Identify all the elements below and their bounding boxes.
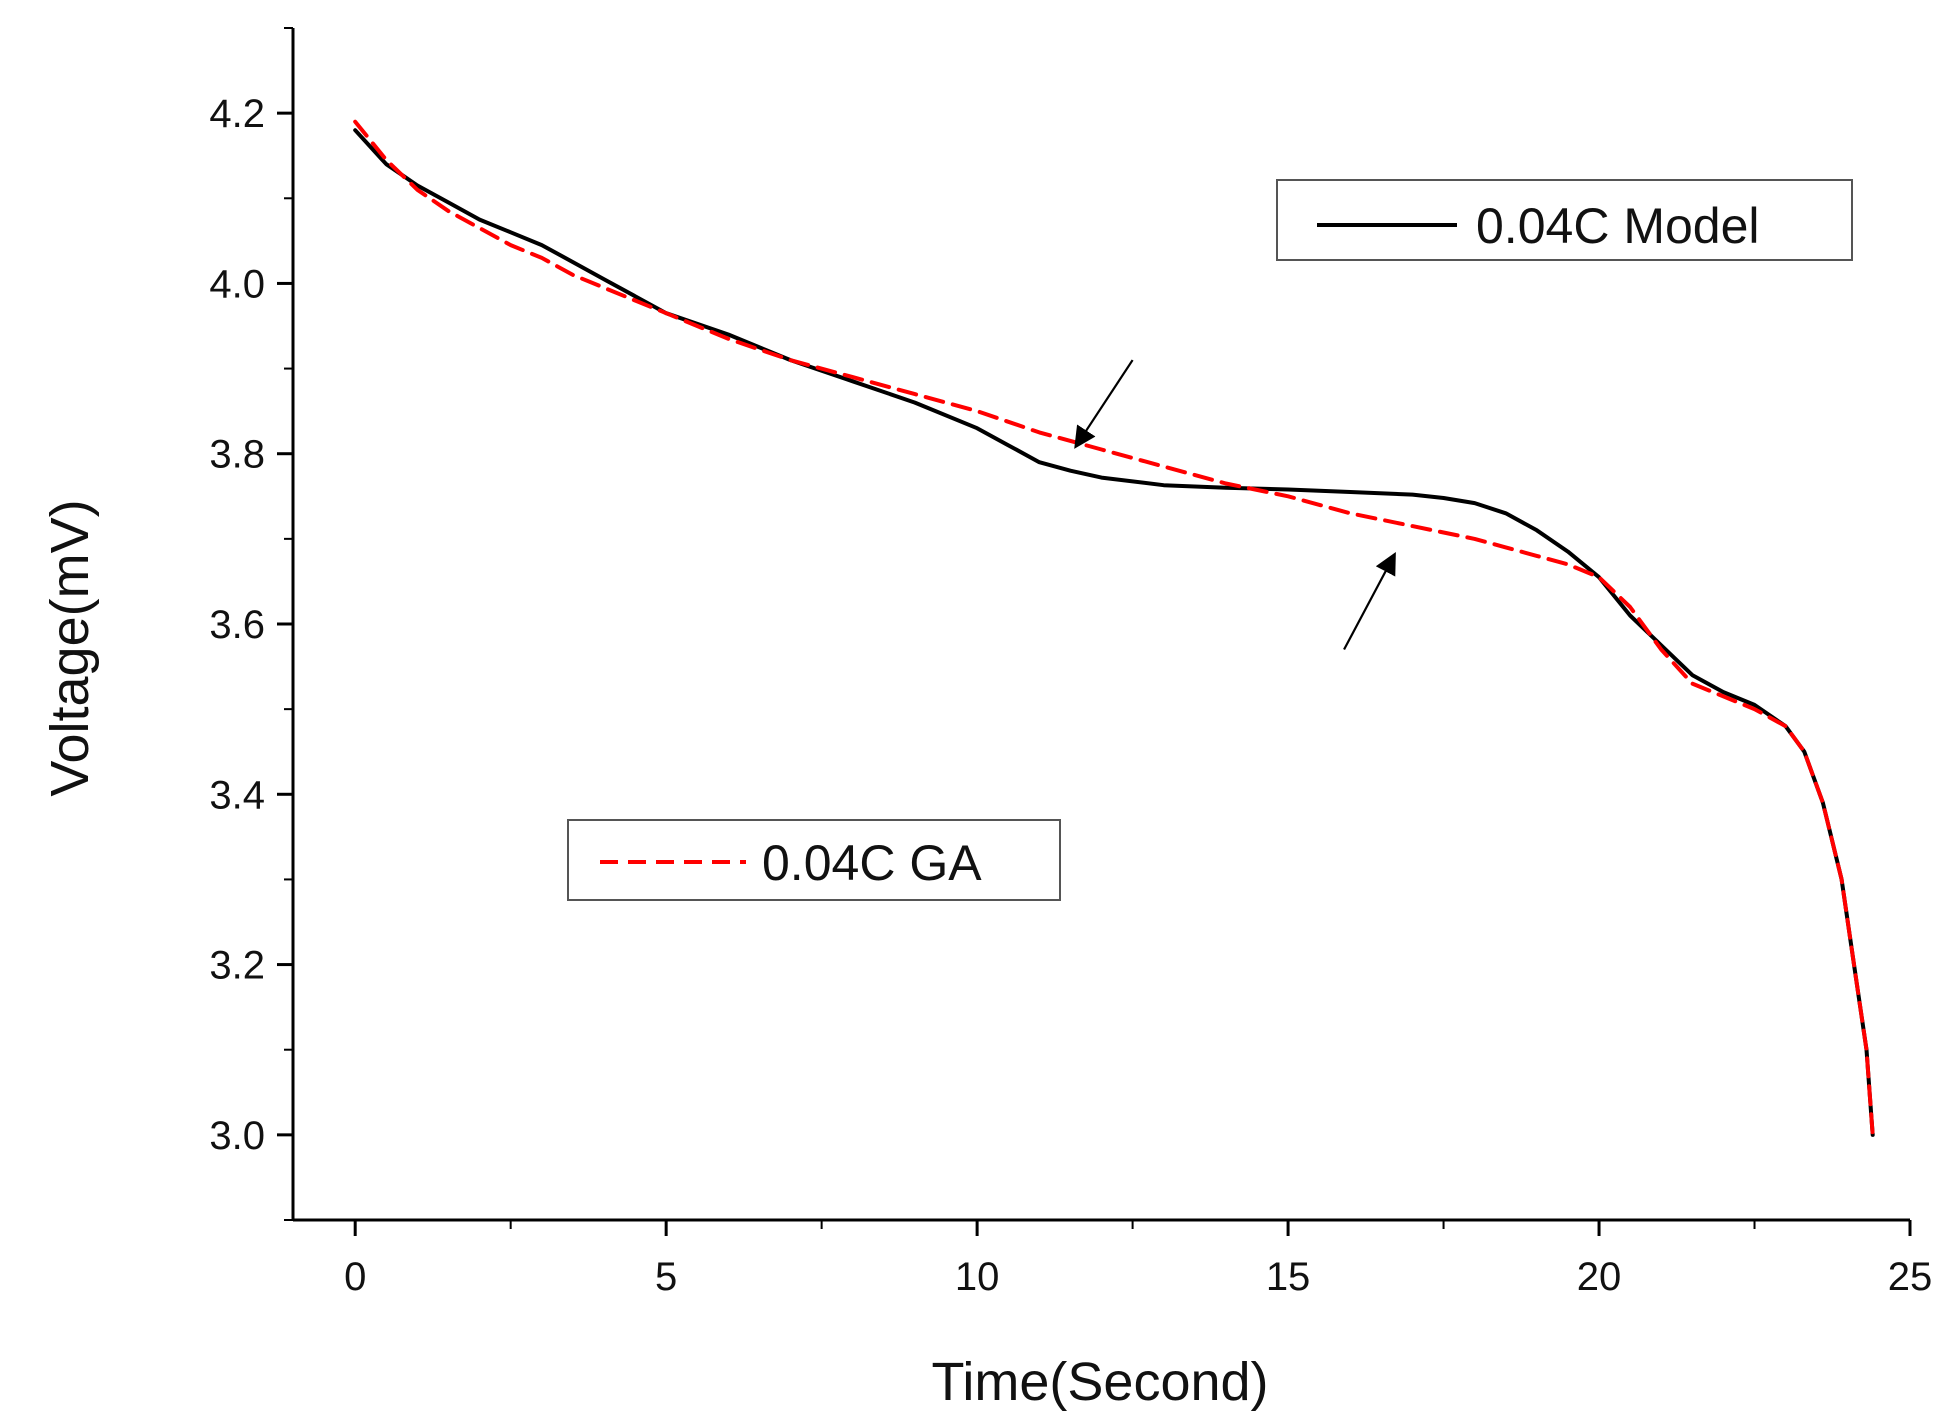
tick-labels: 0 5 10 15 20 25 3.0 3.2 3.4 3.6 3.8 4.0 4.2 xyxy=(209,92,1932,1299)
series-line-model xyxy=(353,128,1875,1137)
y-tick-label: 3.4 xyxy=(209,773,265,817)
x-tick-label: 0 xyxy=(344,1255,366,1299)
y-axis-title: Voltage(mV) xyxy=(40,499,100,796)
x-axis-title: Time(Second) xyxy=(931,1352,1268,1412)
x-tick-label: 25 xyxy=(1888,1255,1933,1299)
y-tick-label: 3.2 xyxy=(209,944,265,988)
legend-ga-frame xyxy=(567,819,1061,901)
y-tick-label: 3.6 xyxy=(209,603,265,647)
annotation-arrow xyxy=(1074,359,1134,449)
legend-model-box: 0.04C Model xyxy=(1276,179,1853,261)
x-tick-label: 15 xyxy=(1266,1255,1311,1299)
x-tick-label: 20 xyxy=(1577,1255,1622,1299)
legend-ga-box: 0.04C GA xyxy=(567,819,1061,901)
y-tick-label: 3.0 xyxy=(209,1114,265,1158)
series-layer xyxy=(353,119,1875,1137)
series-line-ga xyxy=(353,119,1875,1137)
legend-model-frame xyxy=(1276,179,1853,261)
annotation-arrow xyxy=(1343,552,1396,651)
x-tick-label: 5 xyxy=(655,1255,677,1299)
y-tick-label: 4.2 xyxy=(209,92,265,136)
y-tick-label: 3.8 xyxy=(209,433,265,477)
annotations xyxy=(1074,359,1396,651)
legend-model-label: 0.04C Model xyxy=(1476,198,1760,254)
ticks xyxy=(277,27,1912,1236)
y-tick-label: 4.0 xyxy=(209,262,265,306)
x-tick-label: 10 xyxy=(955,1255,1000,1299)
legend-ga-label: 0.04C GA xyxy=(762,835,982,891)
